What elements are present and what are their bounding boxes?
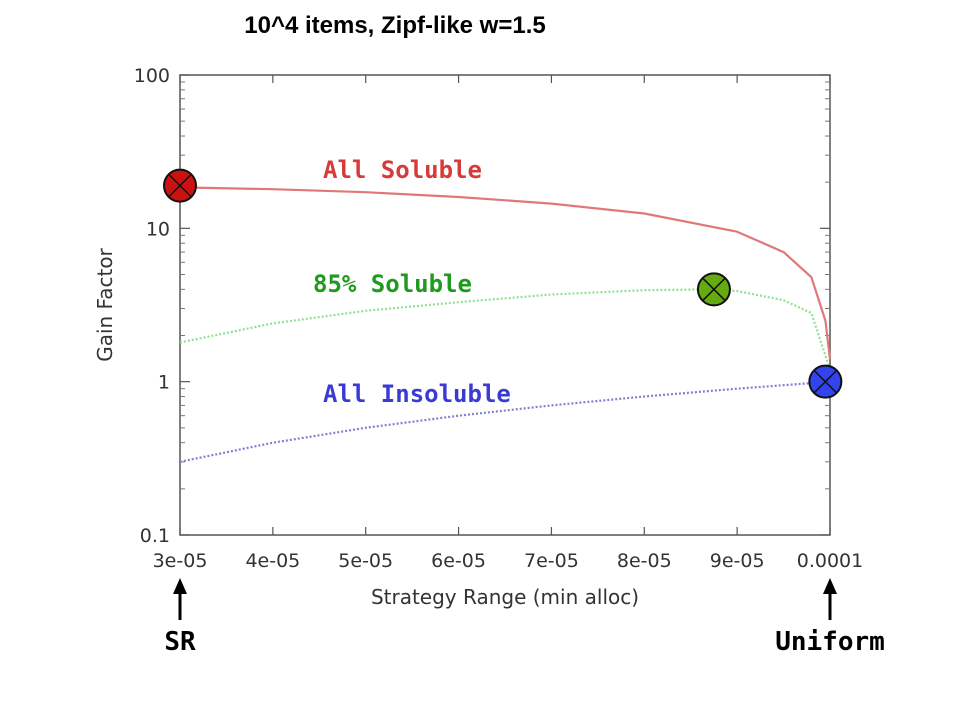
marker-x-stroke <box>813 369 838 394</box>
y-tick-label: 100 <box>134 65 170 87</box>
series-label: All Soluble <box>323 156 482 184</box>
arrow-head <box>173 578 187 594</box>
arrow-head <box>823 578 837 594</box>
x-tick-label: 6e-05 <box>431 550 486 572</box>
series-line-all-soluble <box>179 186 832 360</box>
y-axis-label: Gain Factor <box>93 247 117 361</box>
series-label: 85% Soluble <box>313 270 472 298</box>
y-tick-label: 0.1 <box>140 525 170 547</box>
plot-frame <box>179 74 831 536</box>
bottom-label: Uniform <box>775 627 885 657</box>
x-tick-label: 9e-05 <box>710 550 765 572</box>
x-tick-label: 3e-05 <box>153 550 208 572</box>
series-label: All Insoluble <box>323 380 511 408</box>
plot-area: 3e-05 4e-05 5e-05 6e-05 7e-05 8e-05 9e-05 0.000… <box>134 65 885 657</box>
x-tick-label: 8e-05 <box>617 550 672 572</box>
bottom-label: SR <box>164 627 196 657</box>
chart-title: 10^4 items, Zipf-like w=1.5 <box>244 12 545 39</box>
marker-circle-x <box>808 364 843 399</box>
x-tick-label: 0.0001 <box>797 550 863 572</box>
series-line-all-insoluble <box>179 380 831 463</box>
marker-x-stroke <box>168 173 192 198</box>
marker-x-stroke <box>702 277 726 302</box>
x-tick-label: 7e-05 <box>524 550 579 572</box>
x-tick-label: 4e-05 <box>245 550 300 572</box>
y-tick-label: 10 <box>146 218 170 240</box>
series-line-85-soluble <box>179 288 832 370</box>
bottom-arrow <box>173 578 187 620</box>
x-tick-label: 5e-05 <box>338 550 393 572</box>
marker-circle-x <box>163 168 197 203</box>
marker-circle-x <box>696 272 731 307</box>
bottom-arrow <box>823 578 837 620</box>
x-axis-label: Strategy Range (min alloc) <box>371 585 639 609</box>
y-tick-label: 1 <box>158 372 170 394</box>
